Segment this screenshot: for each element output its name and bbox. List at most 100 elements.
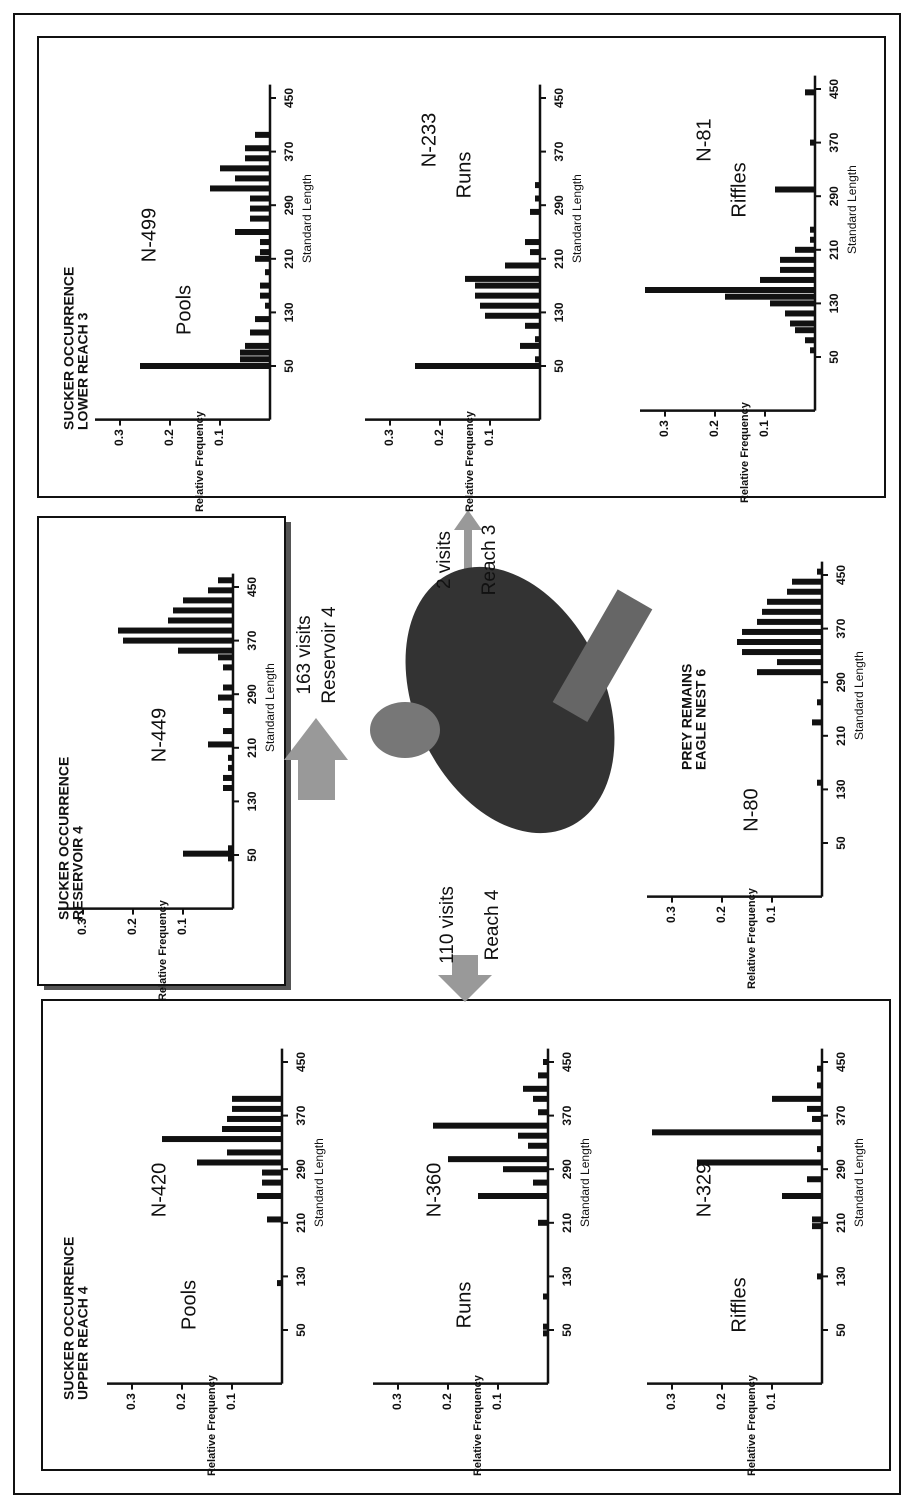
y-tick-label: 0.1 xyxy=(757,420,771,437)
y-tick-label: 0.3 xyxy=(664,1393,678,1410)
bar xyxy=(787,589,822,595)
bar xyxy=(543,1059,548,1065)
bar xyxy=(817,569,822,575)
bar xyxy=(168,618,233,624)
bar xyxy=(795,327,815,333)
bar xyxy=(760,277,815,283)
y-tick-label: 0.2 xyxy=(440,1393,454,1410)
bar xyxy=(250,206,270,212)
bar xyxy=(737,639,822,645)
habitat-label: Riffles xyxy=(728,162,750,217)
bar xyxy=(262,1170,282,1176)
bar xyxy=(805,89,815,95)
bar xyxy=(465,276,540,282)
bar xyxy=(250,216,270,222)
bar xyxy=(525,239,540,245)
x-tick-label: 450 xyxy=(245,577,259,597)
x-tick-label: 50 xyxy=(282,359,296,373)
bar xyxy=(232,1096,282,1102)
n-label: N-329 xyxy=(693,1163,715,1217)
bar xyxy=(415,363,540,369)
x-tick-label: 370 xyxy=(827,132,841,152)
x-tick-label: 130 xyxy=(827,293,841,313)
bar xyxy=(817,699,822,705)
bar xyxy=(245,343,270,349)
x-tick-label: 210 xyxy=(560,1212,574,1232)
bar xyxy=(228,765,233,771)
bar xyxy=(433,1123,548,1129)
x-tick-label: 290 xyxy=(552,195,566,215)
x-tick-label: 50 xyxy=(834,1323,848,1337)
bar xyxy=(812,719,822,725)
y-tick-label: 0.3 xyxy=(657,420,671,437)
bar xyxy=(220,165,270,171)
bar xyxy=(782,1193,822,1199)
y-axis-label: Relative Frequency xyxy=(746,887,758,989)
bar xyxy=(523,1086,548,1092)
bar xyxy=(780,257,815,263)
bar xyxy=(518,1133,548,1139)
y-axis-label: Relative Frequency xyxy=(206,1374,218,1476)
bar xyxy=(757,619,822,625)
bar xyxy=(210,185,270,191)
bar xyxy=(183,851,233,857)
bar xyxy=(530,209,540,215)
bar xyxy=(775,187,815,193)
y-tick-label: 0.1 xyxy=(175,918,189,935)
bar xyxy=(535,182,540,188)
bar xyxy=(245,145,270,151)
n-label: N-81 xyxy=(693,118,715,161)
bar xyxy=(812,1216,822,1222)
x-tick-label: 50 xyxy=(294,1323,308,1337)
y-tick-label: 0.2 xyxy=(174,1393,188,1410)
y-tick-label: 0.3 xyxy=(664,906,678,923)
y-tick-label: 0.3 xyxy=(382,429,396,446)
bar xyxy=(260,283,270,289)
bar xyxy=(240,356,270,362)
figure: 50 130 210 290 370 450 0.1 0.2 0.3 Standard Lengt… xyxy=(0,0,915,1509)
x-tick-label: 130 xyxy=(834,1266,848,1286)
bar xyxy=(812,1223,822,1229)
habitat-label: Riffles xyxy=(728,1277,750,1332)
n-label: N-80 xyxy=(740,788,762,831)
y-tick-label: 0.2 xyxy=(432,429,446,446)
bar xyxy=(807,1176,822,1182)
bar xyxy=(533,1180,548,1186)
bar xyxy=(260,249,270,255)
bar xyxy=(223,785,233,791)
n-label: N-420 xyxy=(148,1163,170,1217)
bar xyxy=(538,1072,548,1078)
x-axis-label: Standard Length xyxy=(570,174,584,263)
n-label: N-360 xyxy=(423,1163,445,1217)
bar xyxy=(785,310,815,316)
bar xyxy=(223,664,233,670)
x-tick-label: 290 xyxy=(282,195,296,215)
x-tick-label: 210 xyxy=(834,1212,848,1232)
bar xyxy=(227,1116,282,1122)
annotation: Reservoir 4 xyxy=(319,606,340,704)
bar xyxy=(240,350,270,356)
bar xyxy=(535,336,540,342)
bar xyxy=(260,293,270,299)
bar xyxy=(757,669,822,675)
bar xyxy=(223,775,233,781)
bar xyxy=(792,579,822,585)
y-axis-label: Relative Frequency xyxy=(746,1374,758,1476)
bar xyxy=(123,638,233,644)
x-tick-label: 290 xyxy=(834,672,848,692)
x-tick-label: 370 xyxy=(552,141,566,161)
x-tick-label: 290 xyxy=(834,1159,848,1179)
bar xyxy=(183,597,233,603)
x-tick-label: 290 xyxy=(560,1159,574,1179)
y-axis-label: Relative Frequency xyxy=(464,410,476,512)
bar xyxy=(762,609,822,615)
bar xyxy=(178,648,233,654)
bar xyxy=(223,685,233,691)
bar xyxy=(805,337,815,343)
bar xyxy=(255,256,270,262)
x-tick-label: 290 xyxy=(294,1159,308,1179)
bar xyxy=(173,607,233,613)
bar xyxy=(228,845,233,851)
bar xyxy=(208,587,233,593)
x-tick-label: 210 xyxy=(245,737,259,757)
